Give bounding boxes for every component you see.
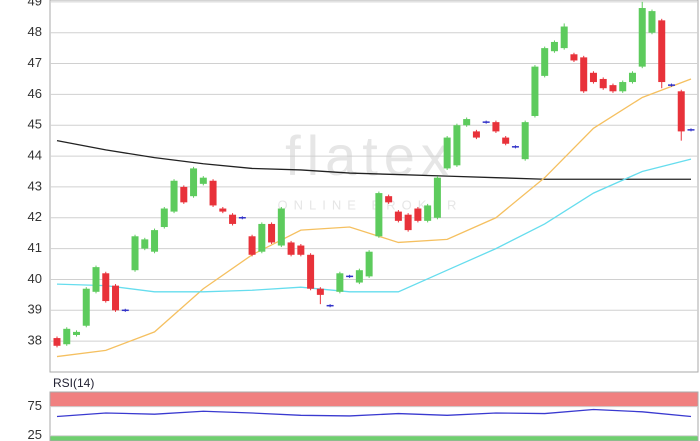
candle-body [394,211,402,221]
candle-body [307,254,315,289]
candle-body [531,66,539,116]
candle-body [229,214,237,224]
y-tick-label: 75 [28,398,42,413]
candle-body [492,122,500,132]
candle-body [365,251,373,277]
candle-body [141,239,149,249]
oversold-zone [50,435,698,441]
y-tick-label: 43 [28,178,42,193]
candle-body [190,168,198,197]
candle-body [209,180,217,206]
y-tick-label: 39 [28,302,42,317]
candle-body [131,236,139,271]
candle-body [619,82,627,92]
candle-body [521,122,529,160]
candle-body [268,223,276,243]
candle-body [638,8,646,67]
candle-body [453,125,461,166]
candle-body [316,288,324,295]
candle-body [648,11,656,33]
candle-body [63,328,71,345]
rsi-line [56,408,692,418]
overbought-zone [50,392,698,407]
candle-body [151,230,159,252]
y-tick-label: 45 [28,117,42,132]
rsi-title: RSI(14) [53,376,94,390]
candle-body [560,26,568,49]
candle-body [385,196,393,203]
candle-body [609,85,617,92]
y-tick-label: 42 [28,209,42,224]
y-tick-label: 40 [28,271,42,286]
candle-body [658,20,666,83]
candle-body [589,72,597,83]
candle-body [570,54,578,61]
candle-body [628,72,636,83]
candle-body [336,273,344,292]
candle-body [180,186,188,203]
candle-body [502,137,510,144]
rsi-area [49,391,699,441]
candle-body [92,267,100,292]
candle-body [414,208,422,221]
candle-body [248,236,256,255]
candle-body [355,270,363,283]
candle-body [404,214,412,231]
y-tick-label: 47 [28,55,42,70]
candle-body [541,48,549,76]
candle-body [375,193,383,237]
moving-average [56,78,692,358]
candle-body [677,91,685,132]
candle-body [160,208,168,228]
candle-body [433,177,441,218]
candle-body [258,223,266,252]
y-tick-label: 49 [28,0,42,8]
candle-body [199,177,207,184]
candle-body [463,119,471,126]
candle-body [277,208,285,246]
candle-body [73,331,81,335]
candle-body [170,180,178,212]
candle-body [219,208,227,212]
y-tick-label: 44 [28,148,42,163]
candle-body [287,242,295,255]
candle-body [53,338,61,346]
moving-average [56,158,692,293]
candle-body [550,41,558,52]
watermark-subtitle: ONLINE BROKER [278,197,463,212]
candle-body [82,288,90,326]
candle-body [424,205,432,221]
watermark-title: flatex [285,124,455,187]
y-tick-label: 41 [28,240,42,255]
candle-body [472,131,480,138]
candle-body [599,78,607,89]
moving-average [56,140,691,180]
candle-body [102,273,110,302]
y-tick-label: 38 [28,333,42,348]
candle-body [443,137,451,169]
y-tick-label: 48 [28,24,42,39]
y-tick-label: 25 [28,427,42,441]
candle-body [580,57,588,92]
candle-body [297,245,305,255]
y-tick-label: 46 [28,86,42,101]
candle-body [112,285,120,311]
